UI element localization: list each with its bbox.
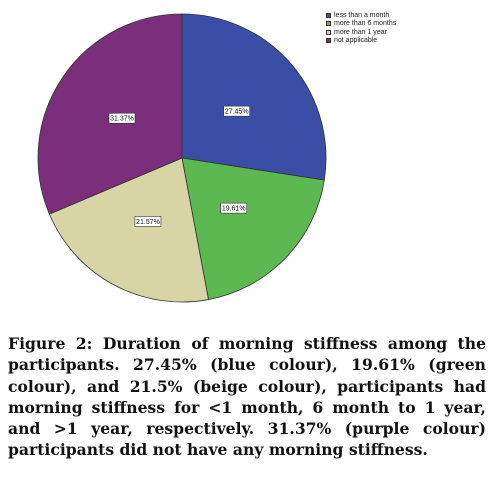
- legend-swatch: [326, 12, 331, 18]
- svg-text:31.37%: 31.37%: [110, 116, 134, 123]
- legend-swatch: [326, 21, 331, 27]
- svg-text:27.45%: 27.45%: [225, 109, 249, 116]
- legend-swatch: [326, 38, 331, 44]
- legend-label: more than 6 months: [334, 20, 397, 28]
- pie-slice: [181, 157, 325, 301]
- data-label: 31.37%: [108, 112, 136, 124]
- svg-text:19.61%: 19.61%: [222, 206, 246, 213]
- legend-item: less than a month: [326, 11, 396, 20]
- legend-label: less than a month: [334, 11, 390, 19]
- legend-label: more than 1 year: [334, 28, 387, 36]
- legend-item: more than 1 year: [326, 28, 396, 37]
- figure-caption: Figure 2: Duration of morning stiffness …: [8, 333, 486, 461]
- chart-legend: less than a month more than 6 months mor…: [326, 11, 396, 45]
- legend-item: not applicable: [326, 37, 396, 46]
- pie-slice: [48, 157, 209, 303]
- legend-item: more than 6 months: [326, 20, 396, 29]
- caption-body: 27.45% (blue colour), 19.61% (green colo…: [8, 355, 486, 460]
- pie-chart: 27.45% 19.61% 21.57% 31.37%: [37, 13, 327, 303]
- pie-slice: [181, 13, 327, 181]
- data-label: 19.61%: [220, 202, 247, 214]
- data-label: 27.45%: [223, 105, 250, 117]
- data-label: 21.57%: [134, 216, 162, 227]
- legend-swatch: [326, 29, 331, 35]
- svg-text:21.57%: 21.57%: [136, 219, 160, 226]
- legend-label: not applicable: [334, 37, 378, 45]
- caption-heading: Figure 2: Duration of morning stiffness …: [8, 334, 486, 375]
